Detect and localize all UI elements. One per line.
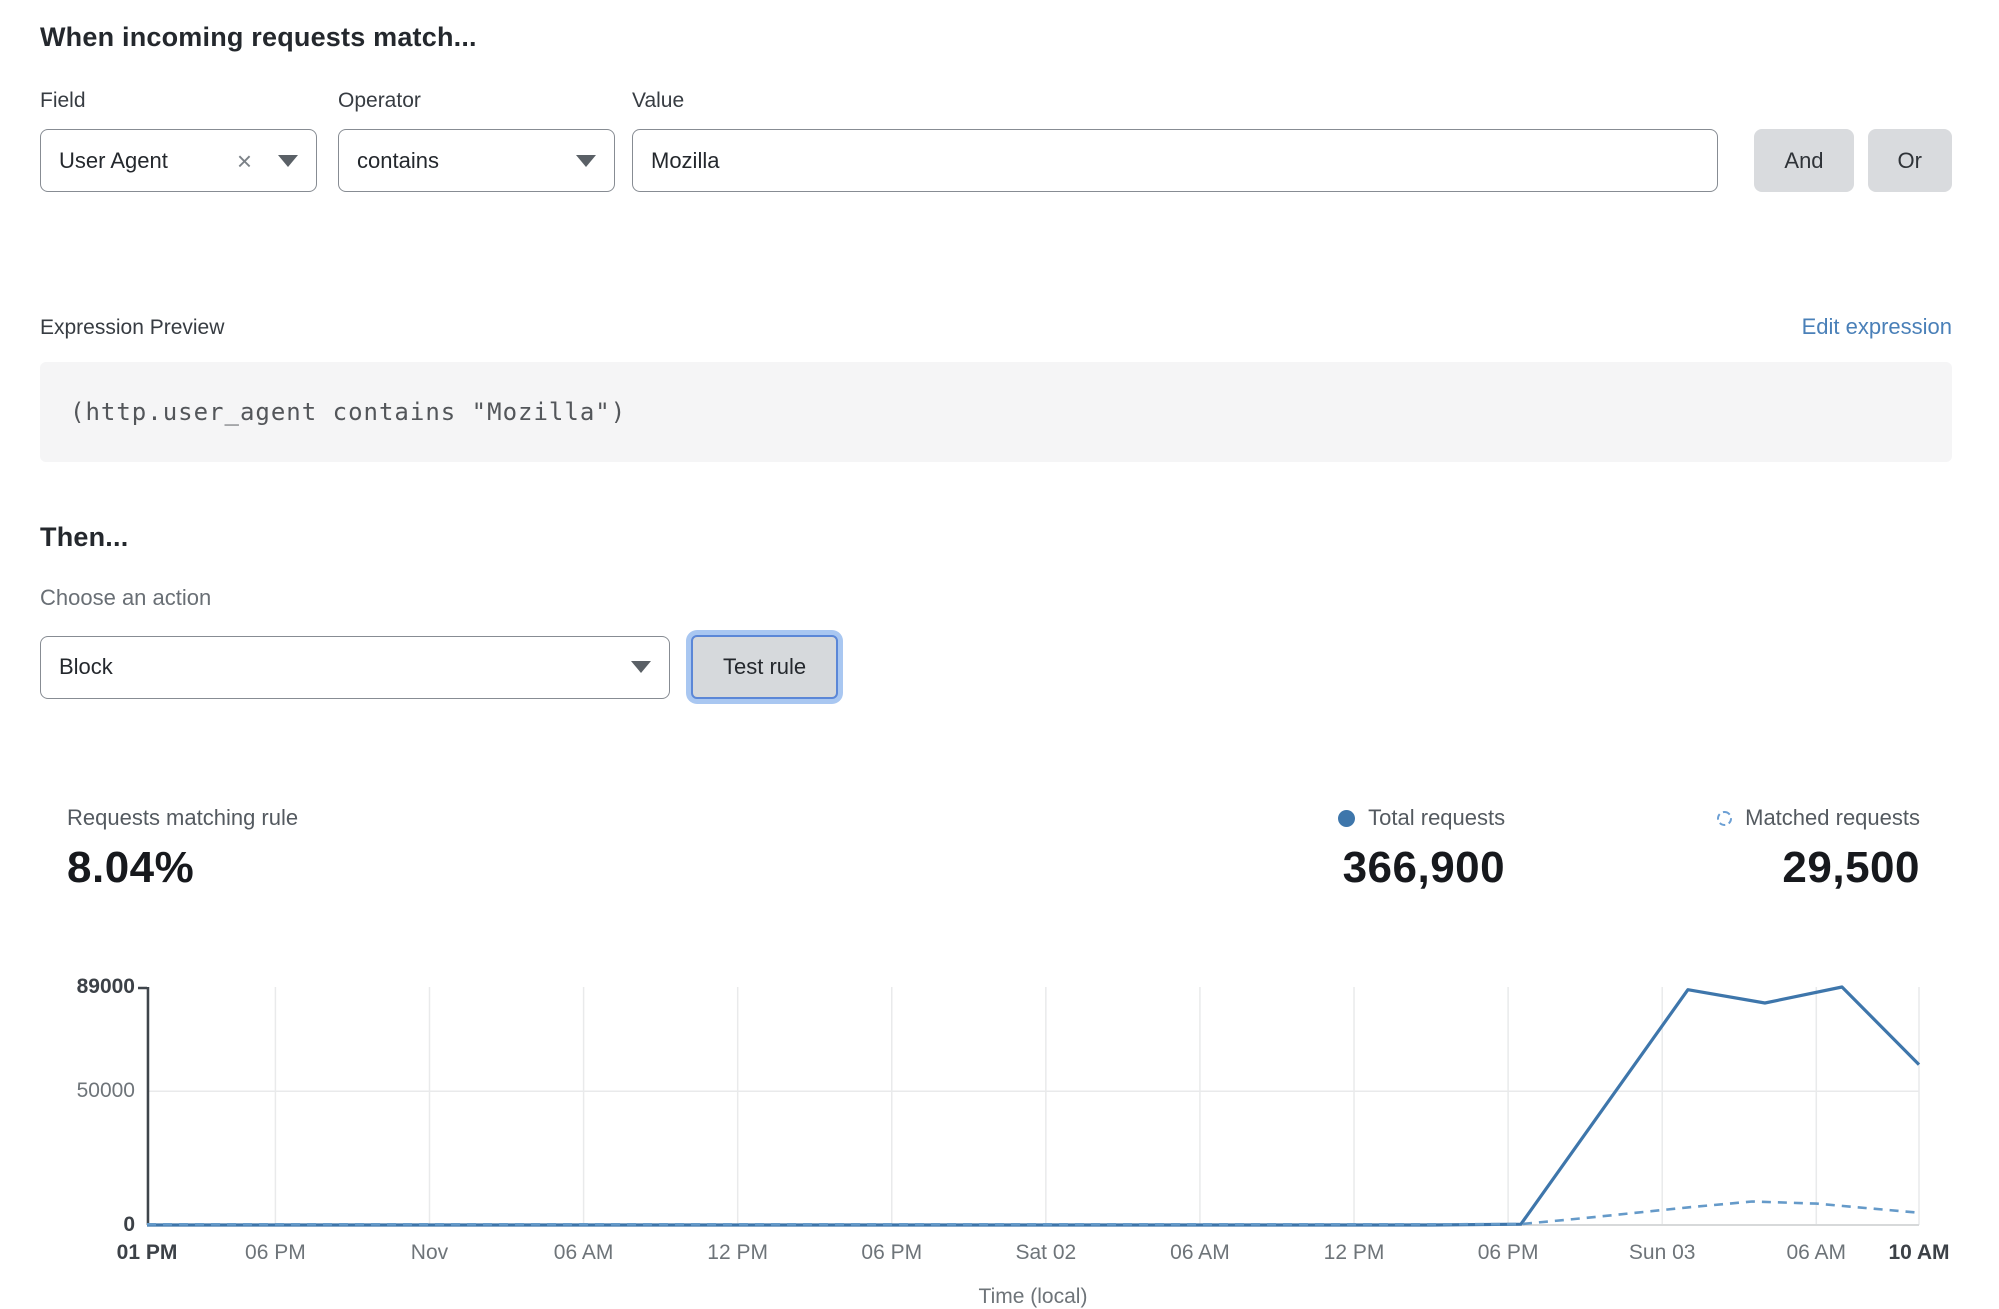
series-line-matched-requests <box>147 1200 1920 1226</box>
field-select-value: User Agent <box>59 147 168 173</box>
action-select[interactable]: Block <box>40 635 670 699</box>
field-column: Field User Agent × <box>40 89 317 192</box>
operator-select[interactable]: contains <box>338 129 615 192</box>
x-axis-label: 12 PM <box>707 1241 769 1264</box>
requests-chart: 89000 50000 0 01 PM 06 PM Nov 06 AM 12 PM 06 PM… <box>77 975 1950 1308</box>
field-label: Field <box>40 89 86 112</box>
x-axis-label: 06 PM <box>245 1241 306 1264</box>
expression-header: Expression Preview Edit expression <box>40 314 1952 340</box>
x-axis-label: 06 PM <box>1477 1241 1539 1264</box>
matched-requests-stat: Matched requests 29,500 <box>1717 805 1920 893</box>
matched-requests-label-text: Matched requests <box>1745 805 1920 830</box>
x-axis-label: Sun 03 <box>1628 1241 1696 1264</box>
series-line-total-requests <box>147 985 1921 1227</box>
x-axis-label: 06 AM <box>553 1241 614 1264</box>
total-requests-label: Total requests <box>1338 805 1505 831</box>
chevron-down-icon <box>278 154 298 167</box>
dashed-circle-legend-icon <box>1717 810 1733 826</box>
then-heading: Then... <box>40 522 129 552</box>
or-button[interactable]: Or <box>1867 129 1952 192</box>
field-select[interactable]: User Agent × <box>40 129 317 192</box>
y-axis-label: 89000 <box>76 975 135 998</box>
stats-row: Requests matching rule 8.04% Total reque… <box>40 805 1952 893</box>
solid-dot-legend-icon <box>1338 809 1356 827</box>
matched-requests-value: 29,500 <box>1782 843 1920 892</box>
x-axis-label: Sat 02 <box>1015 1241 1077 1264</box>
choose-action-label: Choose an action <box>40 585 212 610</box>
clear-field-icon[interactable]: × <box>236 145 252 176</box>
rule-builder-page: When incoming requests match... Field Us… <box>40 22 1952 1308</box>
x-axis-labels: 01 PM 06 PM Nov 06 AM 12 PM 06 PM Sat 02 06 AM 1… <box>117 1241 1950 1267</box>
and-button[interactable]: And <box>1754 129 1854 192</box>
x-axis-label: Nov <box>410 1241 449 1264</box>
match-heading: When incoming requests match... <box>40 22 477 52</box>
x-axis-label: 06 AM <box>1170 1241 1230 1264</box>
y-axis-label: 50000 <box>76 1079 135 1103</box>
x-axis-label: 10 AM <box>1888 1241 1950 1264</box>
match-rate-label: Requests matching rule <box>67 805 299 830</box>
x-axis-title: Time (local) <box>978 1285 1088 1308</box>
operator-column: Operator contains <box>338 89 615 192</box>
total-requests-value: 366,900 <box>1342 843 1506 892</box>
x-axis-label: 06 PM <box>861 1241 923 1264</box>
expression-preview-box: (http.user_agent contains "Mozilla") <box>40 362 1952 462</box>
total-requests-stat: Total requests 366,900 <box>1338 805 1505 893</box>
match-rate-value: 8.04% <box>67 843 195 892</box>
total-requests-label-text: Total requests <box>1368 805 1506 830</box>
x-axis-label: 01 PM <box>116 1241 178 1264</box>
expression-code: (http.user_agent contains "Mozilla") <box>70 398 627 426</box>
x-axis-label: 06 AM <box>1786 1241 1847 1264</box>
chevron-down-icon <box>576 154 596 167</box>
chart-canvas <box>138 985 1921 1227</box>
edit-expression-link[interactable]: Edit expression <box>1801 314 1952 339</box>
expression-preview-label: Expression Preview <box>40 316 225 339</box>
action-row: Block Test rule <box>40 635 1952 699</box>
value-label: Value <box>632 89 685 112</box>
value-column: Value <box>632 89 1719 192</box>
test-rule-button[interactable]: Test rule <box>691 635 839 699</box>
match-rate-stat: Requests matching rule 8.04% <box>67 805 298 893</box>
x-axis-label: 12 PM <box>1323 1241 1385 1264</box>
y-axis-label: 0 <box>123 1213 135 1236</box>
condition-row: Field User Agent × Operator contains Val… <box>40 89 1952 192</box>
action-select-value: Block <box>59 654 113 679</box>
matched-requests-label: Matched requests <box>1717 805 1920 831</box>
value-input[interactable] <box>632 129 1719 192</box>
operator-label: Operator <box>338 89 421 112</box>
operator-select-value: contains <box>357 147 439 173</box>
and-or-buttons: And Or <box>1754 129 1952 192</box>
chevron-down-icon <box>631 661 651 673</box>
